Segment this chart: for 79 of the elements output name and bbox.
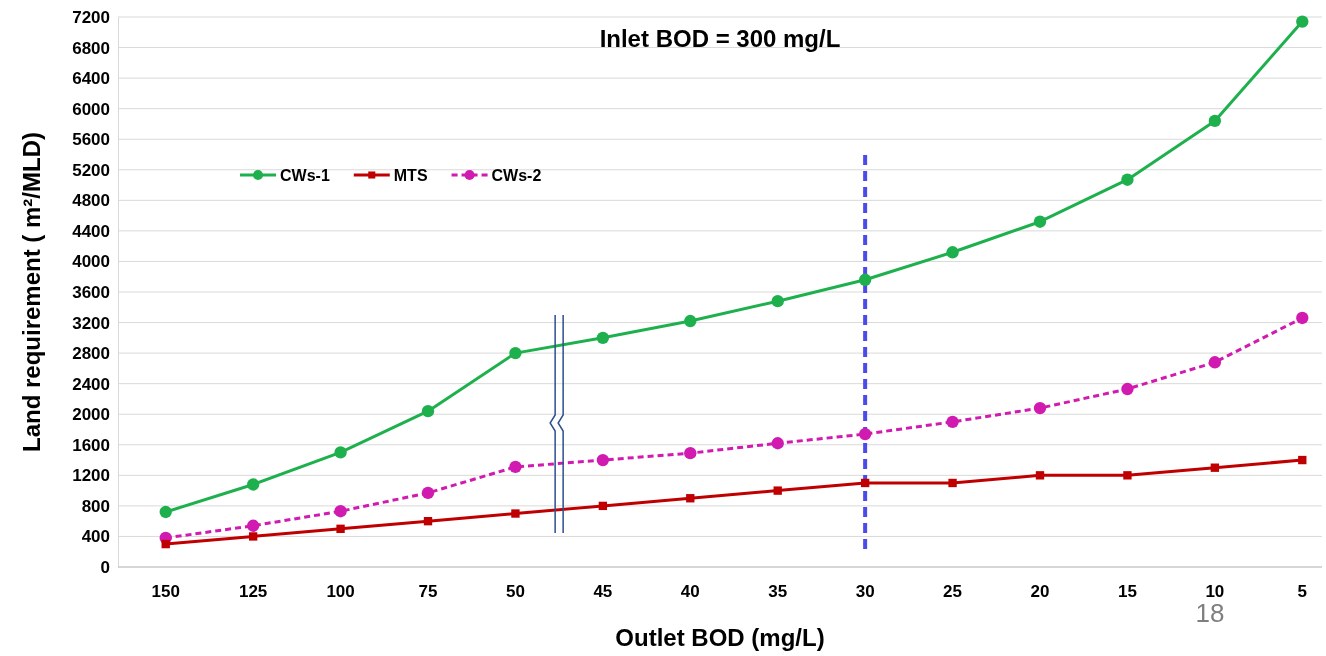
point	[1296, 311, 1309, 325]
x-tick-label: 50	[505, 582, 525, 602]
legend-label: CWs-1	[280, 167, 330, 184]
point	[771, 295, 784, 308]
x-tick-label: 125	[238, 582, 268, 602]
point	[511, 509, 520, 518]
point	[860, 478, 870, 488]
point	[423, 516, 433, 526]
y-tick-label: 2800	[72, 344, 110, 364]
y-tick-label: 6000	[72, 99, 110, 119]
point	[1035, 471, 1045, 480]
chart-title: Inlet BOD = 300 mg/L	[599, 25, 841, 52]
y-tick-label: 2400	[72, 374, 110, 394]
point	[509, 460, 522, 474]
y-tick-label: 5600	[72, 130, 110, 150]
point	[421, 405, 435, 418]
x-tick-label: 25	[943, 582, 963, 602]
x-axis-title: Outlet BOD (mg/L)	[615, 624, 825, 651]
point	[946, 415, 959, 429]
x-tick-label: 45	[593, 582, 613, 602]
point	[1298, 455, 1307, 465]
point	[771, 437, 784, 450]
point	[596, 453, 610, 467]
point	[1033, 401, 1047, 415]
legend-label: CWs-2	[491, 167, 542, 184]
y-tick-label: 7200	[72, 7, 110, 27]
y-tick-label: 4800	[72, 191, 110, 211]
y-tick-label: 2000	[72, 405, 110, 425]
x-tick-label: 75	[418, 582, 438, 602]
y-tick-label: 800	[81, 496, 110, 516]
point	[1033, 215, 1047, 228]
point	[946, 246, 959, 259]
point	[248, 532, 258, 541]
x-tick-label: 5	[1297, 582, 1308, 602]
point	[421, 486, 435, 500]
point	[858, 427, 872, 441]
x-tick-label: 100	[326, 582, 355, 602]
y-tick-label: 3600	[72, 282, 110, 302]
point	[1210, 463, 1220, 472]
y-tick-label: 3200	[72, 313, 110, 333]
point	[686, 494, 695, 503]
point	[1123, 471, 1132, 480]
point	[773, 486, 782, 495]
point	[161, 539, 170, 549]
point	[1121, 382, 1134, 396]
y-tick-label: 5200	[72, 160, 110, 180]
point	[684, 314, 697, 328]
point	[159, 505, 172, 519]
y-tick-label: 1600	[72, 435, 110, 455]
point	[246, 519, 260, 532]
point	[334, 446, 347, 459]
point	[1121, 173, 1134, 186]
point	[336, 524, 345, 533]
point	[948, 478, 957, 488]
y-tick-label: 4400	[72, 221, 110, 241]
y-tick-label: 6400	[72, 69, 110, 89]
x-tick-label: 40	[680, 582, 700, 602]
x-tick-label: 15	[1117, 582, 1137, 602]
x-tick-label: 30	[855, 582, 875, 602]
x-tick-label: 35	[768, 582, 788, 602]
x-tick-label: 150	[151, 582, 180, 602]
y-tick-label: 400	[81, 527, 110, 547]
point	[684, 447, 697, 460]
point	[1208, 114, 1222, 128]
point	[596, 331, 610, 344]
point	[598, 501, 608, 511]
y-tick-label: 0	[100, 557, 110, 577]
y-axis-title: Land requirement ( m²/MLD)	[18, 131, 45, 453]
x-tick-label: 20	[1030, 582, 1050, 602]
point	[1296, 15, 1309, 28]
point	[509, 346, 522, 360]
point	[858, 273, 872, 286]
point	[1208, 356, 1222, 369]
point	[246, 478, 260, 491]
y-tick-label: 6800	[72, 38, 110, 58]
y-tick-label: 4000	[72, 252, 110, 272]
legend-label: MTS	[393, 167, 428, 184]
y-tick-label: 1200	[72, 466, 110, 486]
point	[334, 505, 347, 518]
